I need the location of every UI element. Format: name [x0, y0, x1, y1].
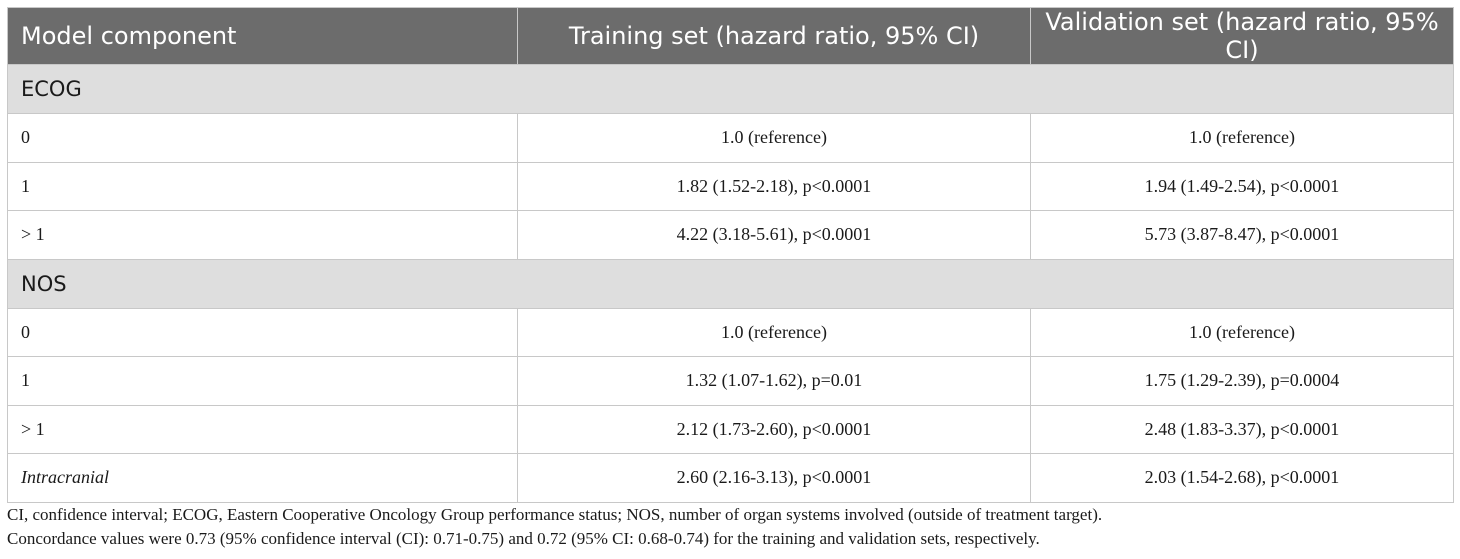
table-row: 1 1.32 (1.07-1.62), p=0.01 1.75 (1.29-2.…	[7, 356, 1454, 406]
group-row-ecog: ECOG	[7, 64, 1454, 114]
group-row-nos: NOS	[7, 258, 1454, 309]
validation-value: 5.73 (3.87-8.47), p<0.0001	[1030, 210, 1454, 260]
table-footnotes: CI, confidence interval; ECOG, Eastern C…	[7, 503, 1102, 551]
header-model-component: Model component	[7, 7, 518, 65]
validation-value: 1.0 (reference)	[1030, 113, 1454, 163]
table-row: > 1 4.22 (3.18-5.61), p<0.0001 5.73 (3.8…	[7, 210, 1454, 260]
training-value: 1.82 (1.52-2.18), p<0.0001	[517, 161, 1031, 211]
training-value: 2.60 (2.16-3.13), p<0.0001	[517, 453, 1031, 503]
training-value: 4.22 (3.18-5.61), p<0.0001	[517, 210, 1031, 260]
table-row: > 1 2.12 (1.73-2.60), p<0.0001 2.48 (1.8…	[7, 404, 1454, 454]
training-value: 1.0 (reference)	[517, 307, 1031, 357]
table-row: 0 1.0 (reference) 1.0 (reference)	[7, 307, 1454, 357]
row-label: Intracranial	[7, 453, 518, 503]
header-training-set: Training set (hazard ratio, 95% CI)	[517, 7, 1031, 65]
training-value: 1.32 (1.07-1.62), p=0.01	[517, 356, 1031, 406]
group-label-nos: NOS	[7, 258, 1454, 309]
table-row: Intracranial 2.60 (2.16-3.13), p<0.0001 …	[7, 453, 1454, 503]
validation-value: 1.94 (1.49-2.54), p<0.0001	[1030, 161, 1454, 211]
row-label: 0	[7, 113, 518, 163]
row-label: 1	[7, 356, 518, 406]
hazard-ratio-table: Model component Training set (hazard rat…	[7, 7, 1454, 503]
footnote-abbreviations: CI, confidence interval; ECOG, Eastern C…	[7, 505, 1103, 524]
row-label: 0	[7, 307, 518, 357]
row-label: 1	[7, 161, 518, 211]
validation-value: 1.0 (reference)	[1030, 307, 1454, 357]
row-label: > 1	[7, 210, 518, 260]
table-row: 1 1.82 (1.52-2.18), p<0.0001 1.94 (1.49-…	[7, 161, 1454, 211]
training-value: 2.12 (1.73-2.60), p<0.0001	[517, 404, 1031, 454]
validation-value: 2.48 (1.83-3.37), p<0.0001	[1030, 404, 1454, 454]
group-label-ecog: ECOG	[7, 64, 1454, 114]
table-header-row: Model component Training set (hazard rat…	[7, 7, 1454, 65]
training-value: 1.0 (reference)	[517, 113, 1031, 163]
table-row: 0 1.0 (reference) 1.0 (reference)	[7, 113, 1454, 163]
footnote-concordance: Concordance values were 0.73 (95% confid…	[7, 529, 1040, 548]
validation-value: 1.75 (1.29-2.39), p=0.0004	[1030, 356, 1454, 406]
validation-value: 2.03 (1.54-2.68), p<0.0001	[1030, 453, 1454, 503]
row-label: > 1	[7, 404, 518, 454]
hazard-ratio-table-container: Model component Training set (hazard rat…	[7, 7, 1454, 503]
header-validation-set: Validation set (hazard ratio, 95% CI)	[1030, 7, 1454, 65]
